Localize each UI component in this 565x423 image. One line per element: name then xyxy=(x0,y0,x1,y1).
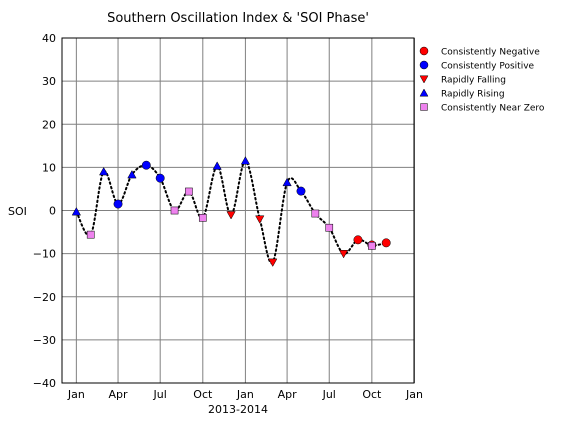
legend-marker xyxy=(419,88,429,97)
data-point xyxy=(268,258,278,267)
data-point xyxy=(141,160,151,170)
data-point xyxy=(255,215,265,224)
legend-marker xyxy=(419,46,429,56)
y-tick-label: −20 xyxy=(33,291,56,304)
data-point xyxy=(113,199,123,209)
x-tick-label: Apr xyxy=(278,388,298,401)
legend-marker xyxy=(419,60,429,70)
y-tick-label: 30 xyxy=(42,75,56,88)
x-axis-ticks: Jan Apr Jul Oct Jan Apr Jul Oct Jan xyxy=(67,388,423,401)
data-point xyxy=(71,207,81,216)
data-point xyxy=(99,166,109,176)
x-tick-label: Oct xyxy=(193,388,213,401)
y-axis-ticks: 40 30 20 10 0 −10 −20 −30 −40 xyxy=(33,32,56,390)
x-tick-label: Jan xyxy=(405,388,423,401)
y-tick-label: −10 xyxy=(33,248,56,261)
data-point xyxy=(368,242,376,250)
x-tick-label: Jul xyxy=(153,388,167,401)
x-tick-label: Jan xyxy=(236,388,254,401)
data-point xyxy=(240,156,251,165)
data-point xyxy=(325,223,334,232)
legend: Consistently Negative Consistently Positi… xyxy=(419,46,545,114)
data-point xyxy=(86,230,95,239)
y-tick-label: 20 xyxy=(42,118,56,131)
data-point xyxy=(338,250,349,259)
data-point xyxy=(212,161,222,170)
legend-marker xyxy=(420,103,428,111)
x-tick-label: Oct xyxy=(362,388,382,401)
y-tick-label: −40 xyxy=(33,377,56,390)
data-point xyxy=(170,206,179,215)
legend-entry: Rapidly Falling xyxy=(441,76,506,86)
data-point xyxy=(198,214,207,222)
data-point xyxy=(185,187,193,196)
data-point xyxy=(155,173,165,183)
trend-line xyxy=(75,159,388,264)
data-point xyxy=(381,238,391,248)
legend-marker xyxy=(419,75,429,84)
data-point xyxy=(282,177,292,187)
trend-line-path xyxy=(75,159,388,264)
chart-title: Southern Oscillation Index & 'SOI Phase' xyxy=(107,11,369,26)
plot-frame xyxy=(61,37,415,384)
y-tick-label: 40 xyxy=(42,32,56,45)
data-point xyxy=(226,211,236,220)
data-point xyxy=(127,169,137,179)
y-tick-label: 10 xyxy=(42,161,56,174)
x-tick-label: Jul xyxy=(322,388,336,401)
data-point xyxy=(296,186,306,196)
data-points xyxy=(71,156,391,267)
legend-entry: Consistently Positive xyxy=(441,62,535,72)
x-tick-label: Apr xyxy=(109,388,129,401)
x-axis-label: 2013-2014 xyxy=(208,403,268,416)
legend-entry: Consistently Negative xyxy=(441,48,540,58)
legend-entry: Rapidly Rising xyxy=(441,90,505,100)
legend-entry: Consistently Near Zero xyxy=(441,104,545,114)
data-point xyxy=(353,235,363,245)
y-tick-label: 0 xyxy=(49,205,56,218)
y-tick-label: −30 xyxy=(33,334,56,347)
grid-lines xyxy=(62,37,415,384)
y-axis-label: SOI xyxy=(8,205,27,218)
x-tick-label: Jan xyxy=(67,388,85,401)
data-point xyxy=(311,209,320,218)
